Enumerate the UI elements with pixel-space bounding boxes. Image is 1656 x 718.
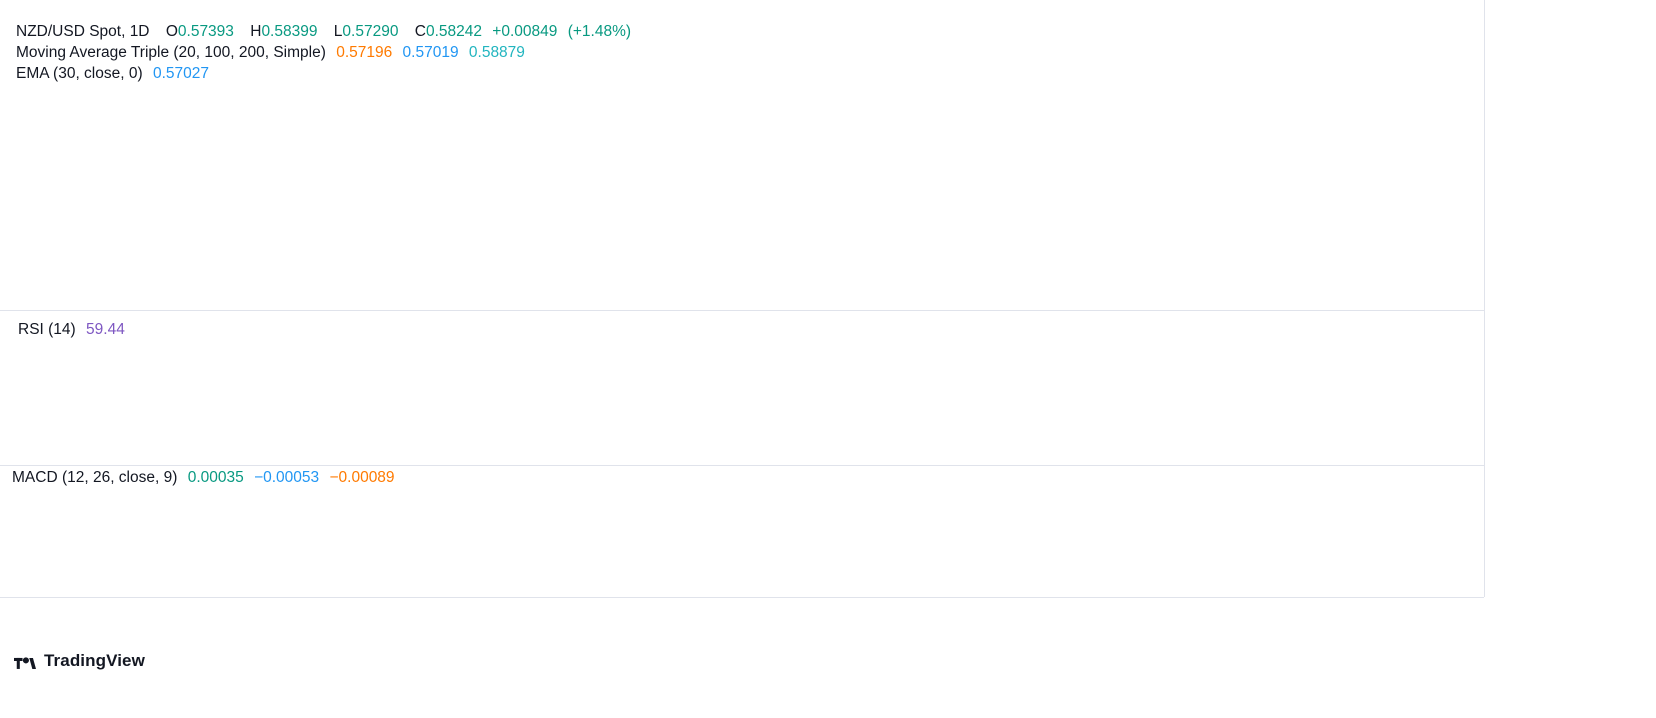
ohlc-open: 0.57393 (177, 23, 234, 40)
ohlc-high: 0.58399 (261, 23, 318, 40)
macd-pane-separator (0, 465, 1484, 466)
tradingview-branding[interactable]: TradingView (14, 651, 145, 671)
rsi-pane[interactable] (0, 310, 1656, 465)
rsi-scale[interactable] (1484, 310, 1656, 465)
ohlc-close: 0.58242 (425, 23, 482, 40)
symbol-legend-row[interactable]: NZD/USD Spot, 1D O0.57393 H0.58399 L0.57… (16, 22, 631, 43)
rsi-plot-area[interactable] (0, 310, 1484, 465)
rsi-title[interactable]: RSI (14) (18, 321, 76, 338)
price-change-percent: (+1.48%) (567, 23, 632, 40)
ohlc-l-label: L (333, 23, 343, 40)
time-axis[interactable] (0, 597, 1656, 643)
ma-legend-row[interactable]: Moving Average Triple (20, 100, 200, Sim… (16, 43, 631, 64)
price-pane[interactable] (0, 0, 1656, 310)
price-legend[interactable]: NZD/USD Spot, 1D O0.57393 H0.58399 L0.57… (16, 22, 631, 85)
rsi-pane-separator (0, 310, 1484, 311)
macd-legend[interactable]: MACD (12, 26, close, 9) 0.00035 −0.00053… (12, 468, 395, 488)
ohlc-o-label: O (165, 23, 178, 40)
price-scale-divider (1484, 0, 1485, 310)
price-scale[interactable] (1484, 0, 1656, 310)
ohlc-low: 0.57290 (342, 23, 399, 40)
macd-scale[interactable] (1484, 465, 1656, 597)
macd-title[interactable]: MACD (12, 26, close, 9) (12, 469, 178, 486)
ema-value: 0.57027 (152, 65, 209, 82)
tradingview-logo-icon (14, 653, 36, 669)
ohlc-c-label: C (414, 23, 426, 40)
macd-signal-value: −0.00089 (329, 469, 395, 486)
ma-title[interactable]: Moving Average Triple (20, 100, 200, Sim… (16, 44, 326, 61)
rsi-legend[interactable]: RSI (14) 59.44 (18, 320, 125, 340)
footer: TradingView (0, 643, 1656, 718)
tradingview-wordmark: TradingView (44, 651, 145, 670)
ema-title[interactable]: EMA (30, close, 0) (16, 65, 143, 82)
macd-line-value: −0.00053 (254, 469, 320, 486)
macd-scale-divider (1484, 465, 1485, 597)
ohlc-h-label: H (250, 23, 262, 40)
rsi-chart-svg (0, 310, 1484, 465)
ma100-value: 0.57019 (402, 44, 459, 61)
ma200-value: 0.58879 (468, 44, 525, 61)
time-axis-separator (0, 597, 1484, 598)
macd-hist-value: 0.00035 (187, 469, 244, 486)
rsi-scale-divider (1484, 310, 1485, 465)
rsi-value: 59.44 (86, 321, 125, 338)
ema-legend-row[interactable]: EMA (30, close, 0) 0.57027 (16, 64, 631, 85)
symbol-title[interactable]: NZD/USD Spot, 1D (16, 23, 150, 40)
macd-pane[interactable] (0, 465, 1656, 597)
price-change: +0.00849 (492, 23, 558, 40)
ma20-value: 0.57196 (336, 44, 393, 61)
